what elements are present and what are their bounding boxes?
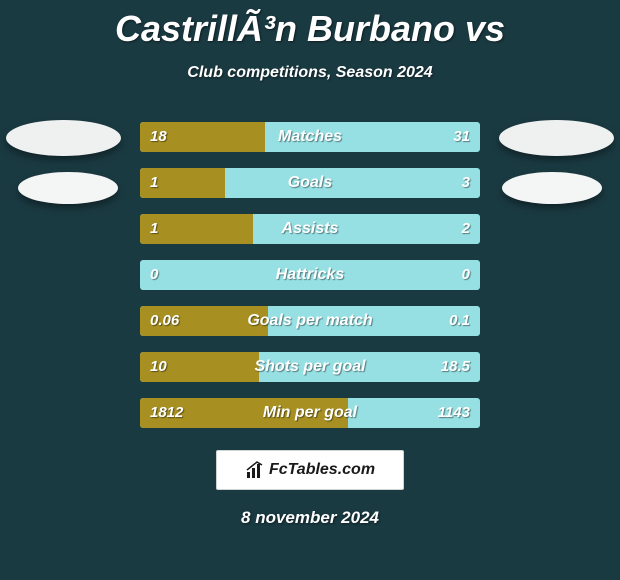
page-title: CastrillÃ³n Burbano vs bbox=[0, 0, 620, 50]
stat-row: 1018.5Shots per goal bbox=[140, 352, 480, 382]
stat-row: 12Assists bbox=[140, 214, 480, 244]
stat-row: 00Hattricks bbox=[140, 260, 480, 290]
row-label: Min per goal bbox=[140, 398, 480, 428]
row-label: Matches bbox=[140, 122, 480, 152]
stat-row: 18121143Min per goal bbox=[140, 398, 480, 428]
stat-row: 1831Matches bbox=[140, 122, 480, 152]
player-avatar-left-2 bbox=[18, 172, 118, 204]
chart-icon bbox=[245, 460, 265, 480]
player-avatar-right-2 bbox=[502, 172, 602, 204]
watermark: FcTables.com bbox=[216, 450, 404, 490]
row-label: Shots per goal bbox=[140, 352, 480, 382]
stat-row: 13Goals bbox=[140, 168, 480, 198]
row-label: Assists bbox=[140, 214, 480, 244]
footer-date: 8 november 2024 bbox=[0, 508, 620, 528]
row-label: Hattricks bbox=[140, 260, 480, 290]
stat-row: 0.060.1Goals per match bbox=[140, 306, 480, 336]
watermark-text: FcTables.com bbox=[269, 461, 375, 479]
row-label: Goals bbox=[140, 168, 480, 198]
subtitle: Club competitions, Season 2024 bbox=[0, 64, 620, 82]
row-label: Goals per match bbox=[140, 306, 480, 336]
comparison-rows: 1831Matches 13Goals 12Assists 00Hattricks 0.… bbox=[140, 122, 480, 444]
player-avatar-left-1 bbox=[6, 120, 121, 156]
player-avatar-right-1 bbox=[499, 120, 614, 156]
